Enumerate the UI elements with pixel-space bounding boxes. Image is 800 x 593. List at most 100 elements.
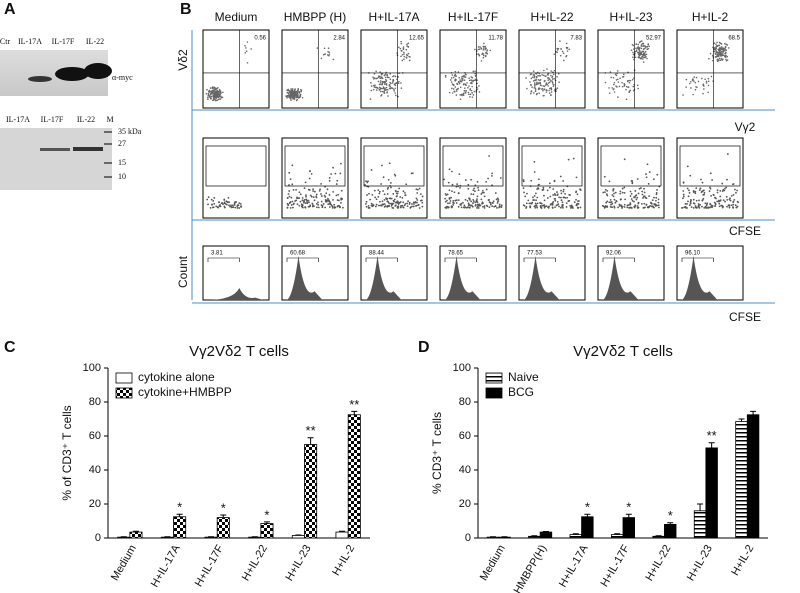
dot: [631, 179, 633, 182]
lane-label: IL-17A: [6, 115, 30, 124]
dot: [395, 94, 397, 97]
dot: [396, 206, 399, 208]
dot: [567, 200, 570, 202]
dot: [544, 75, 547, 78]
dot: [618, 205, 621, 207]
dot: [393, 200, 395, 203]
dot: [565, 206, 568, 208]
dot: [488, 206, 491, 209]
dot: [373, 189, 376, 192]
dot: [627, 86, 630, 88]
dot: [723, 49, 726, 52]
dot: [617, 96, 619, 98]
x-tick-label: H+IL-22: [643, 543, 673, 583]
x-tick-label: Medium: [478, 543, 508, 583]
dot: [462, 94, 465, 97]
dot: [533, 76, 536, 79]
error-bar: [572, 533, 579, 535]
dot: [709, 52, 712, 55]
dot: [496, 197, 499, 200]
dot: [476, 207, 478, 209]
dot-plot: [597, 29, 665, 109]
dot: [389, 197, 392, 200]
dot: [370, 169, 373, 171]
bar: [746, 414, 760, 539]
dot: [566, 50, 569, 52]
dot: [240, 205, 242, 208]
dot: [372, 88, 375, 91]
dot-plot: [676, 29, 744, 109]
dot: [382, 176, 385, 179]
dot: [572, 157, 575, 160]
dot: [643, 202, 646, 205]
error-bar: [176, 513, 183, 517]
gate: [679, 145, 741, 187]
dot: [473, 90, 476, 93]
gate: [602, 257, 635, 262]
dot: [556, 87, 559, 89]
x-tick-label: Medium: [109, 543, 139, 583]
dot: [467, 183, 470, 186]
dot: [294, 90, 297, 93]
dot: [537, 74, 539, 77]
dot: [536, 81, 538, 84]
dot: [334, 172, 337, 175]
dot: [543, 88, 546, 90]
column-title: H+IL-22: [530, 10, 573, 24]
dot: [603, 206, 606, 209]
dot: [532, 70, 535, 72]
dot: [375, 89, 378, 91]
dot: [211, 203, 213, 206]
dot: [498, 206, 501, 209]
dot: [605, 205, 607, 208]
dot: [701, 199, 704, 202]
dot: [404, 194, 407, 197]
dot: [570, 204, 573, 207]
dot: [651, 199, 654, 202]
dot: [529, 206, 532, 209]
dot: [558, 205, 560, 208]
dot: [629, 89, 632, 92]
dot: [630, 192, 633, 195]
dot: [381, 200, 384, 203]
dot: [486, 49, 489, 52]
dot: [686, 187, 689, 190]
dot: [469, 82, 472, 84]
dot: [523, 204, 526, 207]
dot: [724, 56, 727, 58]
dot: [213, 96, 216, 99]
dot: [718, 200, 720, 203]
dot: [469, 96, 471, 98]
dot: [545, 91, 548, 93]
dot: [207, 203, 209, 206]
dot: [212, 200, 215, 202]
dot: [322, 203, 325, 205]
dot: [207, 98, 209, 101]
dot: [535, 78, 538, 80]
dot: [637, 202, 640, 205]
dot: [403, 58, 405, 60]
dot: [342, 206, 344, 209]
dot: [548, 92, 551, 94]
dot: [534, 89, 537, 91]
dot: [624, 198, 627, 201]
bar: [260, 523, 274, 539]
dot: [458, 81, 460, 83]
marker-label: 35 kDa: [118, 127, 142, 136]
dot: [470, 193, 473, 195]
dot: [418, 187, 421, 190]
dot: [702, 84, 705, 87]
quadrant-percent: 7.83: [570, 36, 582, 42]
dot: [641, 56, 643, 59]
dot: [333, 203, 336, 206]
dot: [324, 196, 327, 198]
dot: [400, 82, 402, 84]
dot: [649, 204, 652, 207]
dot: [389, 202, 392, 205]
y-tick-label: 80: [459, 396, 471, 408]
dot: [386, 88, 389, 91]
dot: [500, 206, 503, 208]
dot: [469, 88, 472, 90]
dot: [401, 53, 404, 56]
gate: [207, 257, 240, 262]
